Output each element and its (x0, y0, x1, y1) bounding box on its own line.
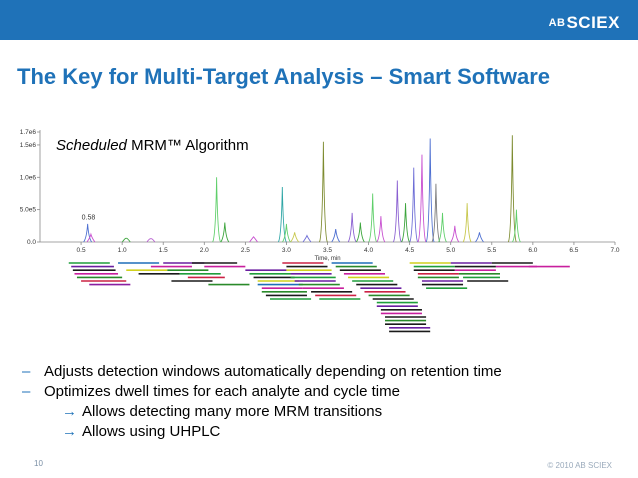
sub-bullet-item: → Allows detecting many more MRM transiti… (22, 402, 502, 422)
page-number: 10 (34, 459, 43, 468)
brand-prefix: AB (548, 17, 566, 29)
y-tick-label: 1.5e6 (20, 142, 37, 149)
chromatogram-peak (450, 225, 460, 243)
y-tick-label: 1.0e6 (20, 174, 37, 181)
brand-name: SCIEX (566, 13, 620, 32)
chromatogram-peak (431, 183, 441, 243)
chromatogram-peak (212, 177, 222, 243)
chromatogram-peak (376, 216, 386, 243)
sub-bullet-text: Allows detecting many more MRM transitio… (82, 403, 383, 420)
arrow-icon: → (62, 423, 77, 440)
chromatogram-peak (462, 203, 472, 243)
chromatogram-peak (249, 236, 258, 243)
chromatogram-peak (401, 203, 410, 243)
y-tick-label: 1.7e6 (20, 129, 37, 136)
sub-bullet-text: Allows using UHPLC (82, 423, 221, 440)
x-tick-label: 1.5 (159, 247, 168, 254)
chromatogram-peak (475, 232, 484, 243)
chromatogram-peak (318, 141, 328, 243)
chromatogram-peak (347, 212, 357, 243)
sub-bullet-item: → Allows using UHPLC (22, 422, 502, 442)
detection-windows (68, 262, 570, 333)
header-bar: ABSCIEX (0, 0, 638, 40)
x-tick-label: 2.5 (241, 247, 250, 254)
bullet-list: – Adjusts detection windows automatically… (22, 362, 502, 442)
chromatogram-peak (425, 138, 435, 243)
slide-title: The Key for Multi-Target Analysis – Smar… (17, 64, 551, 89)
chromatogram-peak (290, 232, 300, 243)
x-tick-label: 5.5 (487, 247, 496, 254)
y-tick-label: 0.0 (27, 239, 36, 246)
chromatogram-peak (392, 180, 402, 243)
x-tick-label: 0.5 (77, 247, 86, 254)
x-tick-label: 7.0 (610, 247, 619, 254)
chromatogram-peak (355, 222, 365, 243)
y-tick-label: 5.0e5 (20, 207, 37, 214)
bullet-text: Optimizes dwell times for each analyte a… (44, 383, 400, 400)
bullet-text: Adjusts detection windows automatically … (44, 363, 502, 380)
x-tick-label: 5.0 (446, 247, 455, 254)
chromatogram-peak (146, 238, 156, 243)
chromatogram-peak (302, 234, 312, 243)
dash-icon: – (22, 363, 31, 380)
x-tick-label: 1.0 (118, 247, 127, 254)
chromatogram-peak (409, 167, 419, 243)
chromatogram-peak (438, 212, 447, 243)
chromatogram-peak (512, 209, 521, 243)
y-axis: 0.0 5.0e5 1.0e6 1.5e6 1.7e6 (20, 129, 41, 246)
chromatogram-peaks (83, 135, 521, 243)
chromatogram-peak (220, 222, 230, 243)
peak-annotation: 0.58 (82, 214, 96, 221)
chart-title: Scheduled MRM™ Algorithm (56, 137, 249, 154)
brand-logo: ABSCIEX (549, 13, 620, 33)
chromatogram-peak (368, 193, 378, 243)
chromatogram-peak (121, 237, 131, 243)
x-tick-label: 6.0 (528, 247, 537, 254)
chromatogram-peak (331, 229, 341, 243)
bullet-item: – Adjusts detection windows automatically… (22, 362, 502, 382)
bullet-item: – Optimizes dwell times for each analyte … (22, 382, 502, 402)
chromatogram-peak (417, 154, 427, 243)
x-tick-label: 4.5 (405, 247, 414, 254)
mrm-chart: Scheduled MRM™ Algorithm 0.0 5.0e5 1.0e6 1.… (20, 129, 620, 333)
x-axis: 0.5 1.0 1.5 2.0 2.5 3.0 3.5 4.0 4.5 5.0 5.5 6.0 6.5 7… (40, 241, 620, 254)
copyright: © 2010 AB SCIEX (547, 461, 612, 470)
x-tick-label: 3.0 (282, 247, 291, 254)
x-tick-label: 2.0 (200, 247, 209, 254)
dash-icon: – (22, 383, 31, 400)
x-axis-label: Time, min (314, 256, 340, 262)
chromatogram-peak (83, 223, 93, 243)
x-tick-label: 6.5 (569, 247, 578, 254)
chromatogram-peak (282, 223, 291, 243)
arrow-icon: → (62, 403, 77, 420)
x-tick-label: 4.0 (364, 247, 373, 254)
x-tick-label: 3.5 (323, 247, 332, 254)
chromatogram-peak (86, 232, 96, 243)
